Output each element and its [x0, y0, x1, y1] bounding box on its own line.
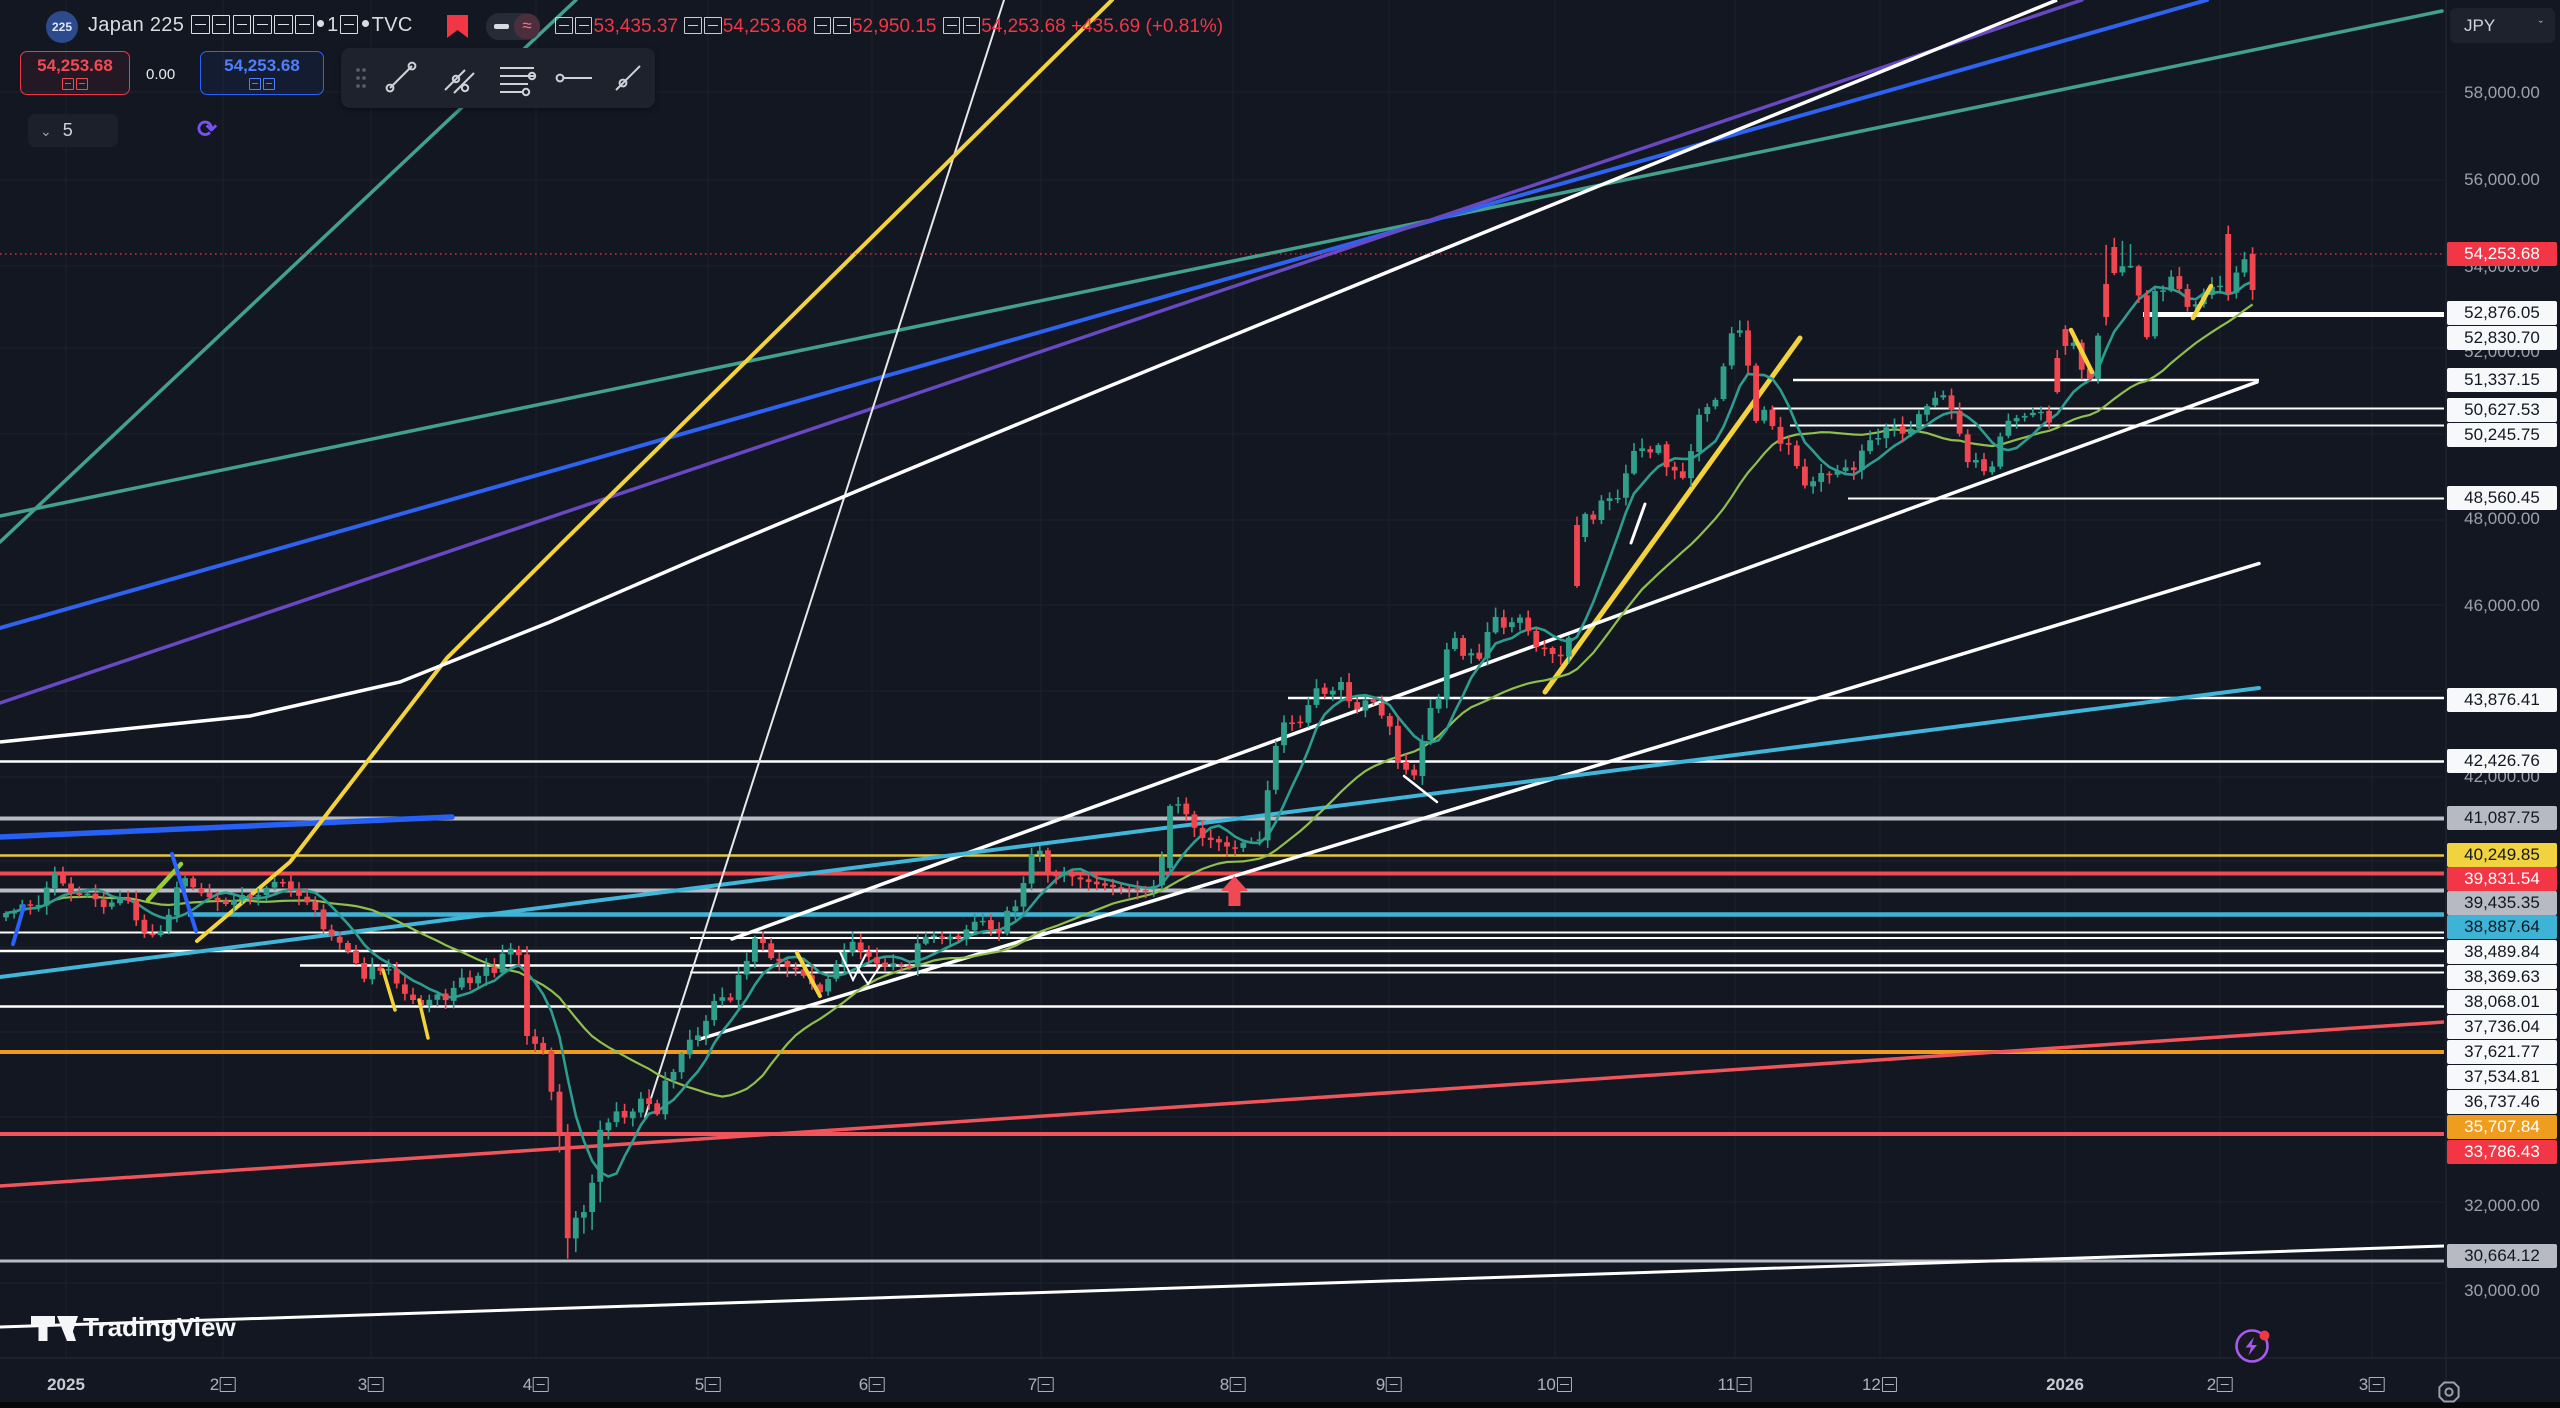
svg-text:TradingView: TradingView: [83, 1312, 236, 1342]
